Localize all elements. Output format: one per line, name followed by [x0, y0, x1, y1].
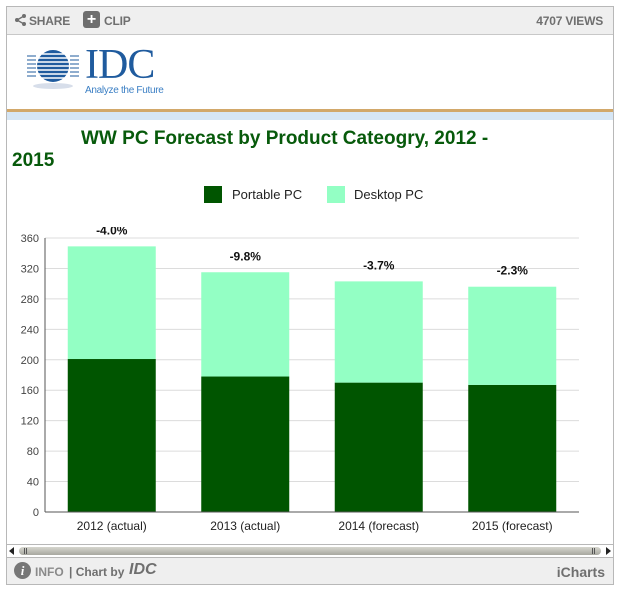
- footer-bar: i INFO | Chart by IDC iCharts: [7, 558, 613, 584]
- x-tick-label: 2015 (forecast): [472, 519, 553, 533]
- bar-portable: [468, 384, 557, 512]
- bar-annotation: -2.3%: [497, 264, 529, 278]
- y-tick-label: 80: [27, 446, 39, 458]
- idc-logo-text: IDC: [85, 42, 155, 88]
- scroll-right-arrow-icon[interactable]: [606, 547, 611, 555]
- y-tick-label: 160: [21, 385, 39, 397]
- chart-by-label: | Chart by: [69, 565, 125, 579]
- bar-annotation: -9.8%: [230, 249, 262, 263]
- y-tick-label: 320: [21, 263, 39, 275]
- divider: [7, 109, 613, 112]
- y-tick-label: 200: [21, 355, 39, 367]
- bar-annotation: -3.7%: [363, 258, 395, 272]
- bar-portable: [201, 376, 290, 512]
- bar-desktop: [201, 272, 290, 377]
- logo-header: IDC Analyze the Future: [7, 35, 613, 109]
- bar-portable: [67, 359, 156, 512]
- y-tick-label: 280: [21, 294, 39, 306]
- bar-annotation: -4.0%: [96, 227, 128, 237]
- share-button[interactable]: SHARE: [29, 14, 71, 28]
- legend-label-portable: Portable PC: [232, 187, 303, 202]
- clip-button[interactable]: CLIP: [104, 14, 131, 28]
- legend-label-desktop: Desktop PC: [354, 187, 424, 202]
- bar-desktop: [334, 281, 423, 383]
- top-toolbar: SHARE + CLIP 4707 VIEWS: [7, 7, 613, 35]
- views-count: 4707 VIEWS: [536, 14, 603, 28]
- info-button[interactable]: INFO: [35, 565, 64, 579]
- chart-title-line1: WW PC Forecast by Product Cateogry, 2012…: [81, 128, 489, 149]
- y-tick-label: 40: [27, 477, 39, 489]
- scroll-left-arrow-icon[interactable]: [9, 547, 14, 555]
- info-icon[interactable]: i: [14, 562, 31, 579]
- y-tick-label: 120: [21, 416, 39, 428]
- chart-widget: SHARE + CLIP 4707 VIEWS IDC Analyze the …: [6, 6, 614, 585]
- stacked-bar-chart: 0 40 80 120 160 200 240 280 320 360 -4.0% 2012 (act…: [21, 227, 579, 533]
- y-tick-label: 240: [21, 324, 39, 336]
- idc-tagline: Analyze the Future: [85, 85, 164, 96]
- x-tick-label: 2014 (forecast): [338, 519, 419, 533]
- chart-by-brand[interactable]: IDC: [129, 561, 157, 578]
- plus-icon[interactable]: +: [83, 11, 100, 28]
- legend-swatch-desktop: [327, 186, 345, 203]
- scroll-thumb[interactable]: [19, 547, 601, 555]
- x-tick-label: 2013 (actual): [210, 519, 280, 533]
- chart-title-line2: 2015: [12, 150, 55, 171]
- idc-globe-icon: [25, 50, 81, 89]
- bar-desktop: [468, 286, 557, 385]
- icharts-link[interactable]: iCharts: [556, 564, 605, 580]
- horizontal-scrollbar[interactable]: [7, 544, 613, 558]
- x-tick-label: 2012 (actual): [77, 519, 147, 533]
- share-icon[interactable]: [15, 14, 26, 26]
- header-band: [7, 112, 613, 120]
- y-tick-label: 360: [21, 233, 39, 245]
- bar-portable: [334, 382, 423, 512]
- bar-desktop: [67, 246, 156, 360]
- y-tick-label: 0: [33, 507, 39, 519]
- legend-swatch-portable: [204, 186, 222, 203]
